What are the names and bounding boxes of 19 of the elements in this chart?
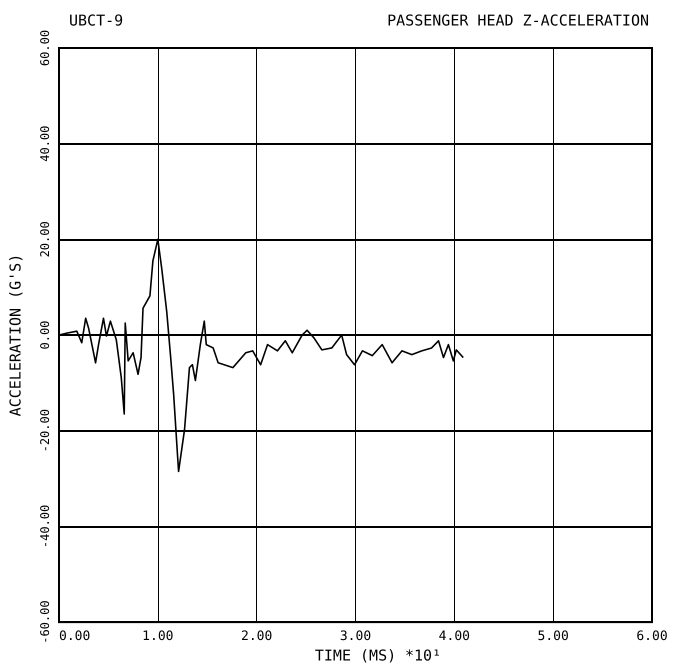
chart-subtitle: UBCT-9 bbox=[69, 12, 124, 30]
y-tick-label: -40.00 bbox=[38, 504, 52, 548]
y-axis-title: ACCELERATION (G'S) bbox=[6, 254, 24, 416]
x-axis-title: TIME (MS) bbox=[314, 646, 396, 664]
x-tick-label: 2.00 bbox=[241, 629, 272, 644]
y-tick-label: -60.00 bbox=[38, 600, 52, 644]
x-tick-label: 6.00 bbox=[636, 629, 668, 644]
text: *10¹ bbox=[405, 646, 442, 664]
x-tick-label: 1.00 bbox=[142, 629, 174, 644]
x-tick-label: 5.00 bbox=[538, 629, 569, 644]
y-tick-label: 20.00 bbox=[38, 221, 52, 258]
x-tick-label: 4.00 bbox=[438, 629, 470, 644]
y-tick-label: 0.00 bbox=[38, 320, 52, 350]
y-tick-label: -20.00 bbox=[38, 409, 52, 452]
chart-title: PASSENGER HEAD Z-ACCELERATION bbox=[387, 12, 650, 30]
x-tick-label: 0.00 bbox=[59, 629, 90, 644]
y-tick-label: 40.00 bbox=[38, 126, 52, 162]
y-tick-label: 60.00 bbox=[38, 30, 52, 66]
x-tick-label: 3.00 bbox=[340, 629, 372, 644]
